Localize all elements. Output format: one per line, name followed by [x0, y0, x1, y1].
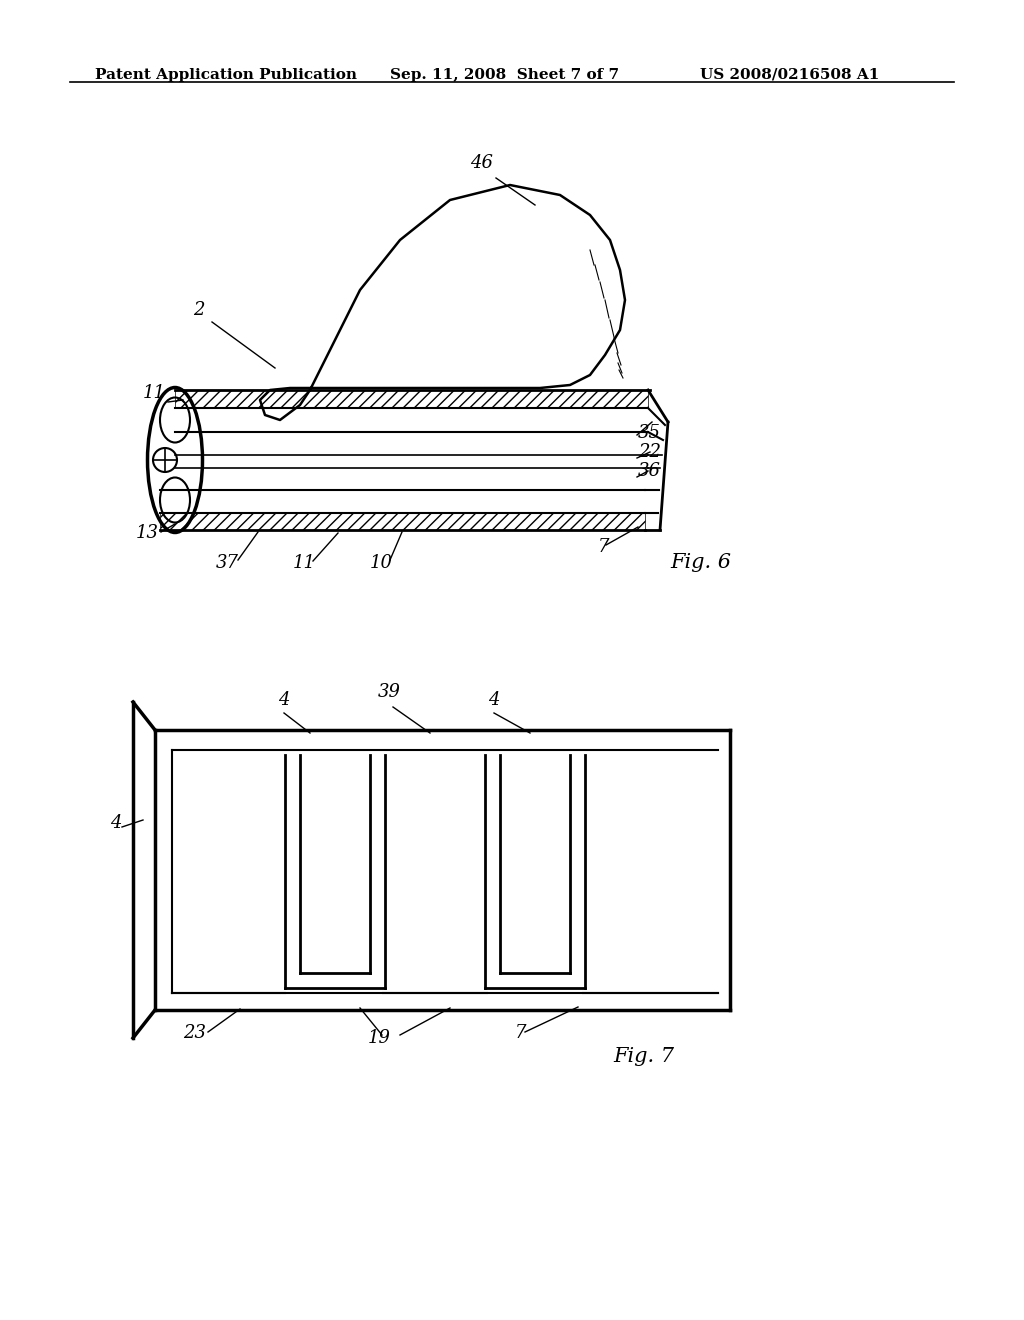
- Bar: [175, 389, 648, 408]
- Text: 7: 7: [598, 539, 609, 556]
- Text: 23: 23: [183, 1024, 206, 1041]
- Text: 37: 37: [216, 554, 239, 572]
- Text: Sep. 11, 2008  Sheet 7 of 7: Sep. 11, 2008 Sheet 7 of 7: [390, 69, 620, 82]
- Text: 11: 11: [143, 384, 166, 403]
- Bar: [160, 513, 645, 531]
- Text: 4: 4: [488, 690, 500, 709]
- Text: 11: 11: [293, 554, 316, 572]
- Text: 13: 13: [136, 524, 159, 543]
- Text: 4: 4: [110, 814, 122, 832]
- Text: 36: 36: [638, 462, 662, 480]
- Text: 2: 2: [193, 301, 205, 319]
- Text: 10: 10: [370, 554, 393, 572]
- Text: US 2008/0216508 A1: US 2008/0216508 A1: [700, 69, 880, 82]
- Text: 7: 7: [515, 1024, 526, 1041]
- Text: Patent Application Publication: Patent Application Publication: [95, 69, 357, 82]
- Text: 39: 39: [378, 682, 401, 701]
- Text: Fig. 6: Fig. 6: [670, 553, 731, 572]
- Text: 22: 22: [638, 444, 662, 461]
- Text: 4: 4: [278, 690, 290, 709]
- Text: 19: 19: [368, 1030, 391, 1047]
- Text: Fig. 7: Fig. 7: [613, 1047, 674, 1067]
- Text: 35: 35: [638, 424, 662, 442]
- Text: 46: 46: [470, 154, 493, 172]
